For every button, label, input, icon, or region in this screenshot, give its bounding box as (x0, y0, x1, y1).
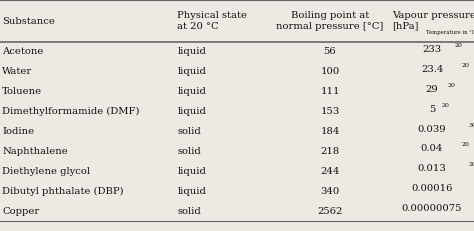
Text: Dimethylformamide (DMF): Dimethylformamide (DMF) (2, 107, 140, 116)
Text: Diethylene glycol: Diethylene glycol (2, 167, 91, 176)
Text: Dibutyl phthalate (DBP): Dibutyl phthalate (DBP) (2, 187, 124, 196)
Text: Boiling point at
normal pressure [°C]: Boiling point at normal pressure [°C] (276, 11, 383, 31)
Text: 5: 5 (429, 105, 435, 114)
Text: 29: 29 (426, 85, 438, 94)
Text: 153: 153 (320, 107, 340, 116)
Text: 233: 233 (422, 45, 442, 54)
Text: Water: Water (2, 67, 33, 76)
Text: Acetone: Acetone (2, 47, 44, 56)
Text: liquid: liquid (177, 107, 206, 116)
Text: Substance: Substance (2, 16, 55, 25)
Text: 0.00016: 0.00016 (411, 184, 453, 193)
Text: liquid: liquid (177, 187, 206, 196)
Text: Naphthalene: Naphthalene (2, 147, 68, 156)
Text: 30: 30 (468, 123, 474, 128)
Text: 184: 184 (320, 127, 340, 136)
Text: liquid: liquid (177, 167, 206, 176)
Text: Vapour pressure
[hPa]: Vapour pressure [hPa] (392, 11, 474, 31)
Text: Copper: Copper (2, 207, 40, 216)
Text: 244: 244 (320, 167, 340, 176)
Text: liquid: liquid (177, 87, 206, 96)
Text: 0.04: 0.04 (421, 144, 443, 153)
Text: solid: solid (177, 127, 201, 136)
Text: 340: 340 (320, 187, 340, 196)
Text: solid: solid (177, 207, 201, 216)
Text: Physical state
at 20 °C: Physical state at 20 °C (177, 11, 247, 31)
Text: 20: 20 (441, 103, 449, 108)
Text: 2562: 2562 (317, 207, 343, 216)
Text: Iodine: Iodine (2, 127, 35, 136)
Text: 100: 100 (320, 67, 340, 76)
Text: liquid: liquid (177, 67, 206, 76)
Text: 20: 20 (455, 43, 463, 48)
Text: 0.013: 0.013 (418, 164, 447, 173)
Text: 56: 56 (324, 47, 337, 56)
Text: Toluene: Toluene (2, 87, 43, 96)
Text: 0.00000075: 0.00000075 (402, 204, 462, 213)
Text: 218: 218 (320, 147, 340, 156)
Text: 0.039: 0.039 (418, 125, 447, 134)
Text: solid: solid (177, 147, 201, 156)
Text: 20: 20 (448, 83, 456, 88)
Text: 23.4: 23.4 (421, 65, 443, 74)
Text: liquid: liquid (177, 47, 206, 56)
Text: 111: 111 (320, 87, 340, 96)
Text: 20: 20 (468, 162, 474, 167)
Text: Temperature in °C: Temperature in °C (427, 30, 474, 35)
Text: 20: 20 (462, 63, 470, 68)
Text: 20: 20 (462, 143, 470, 147)
